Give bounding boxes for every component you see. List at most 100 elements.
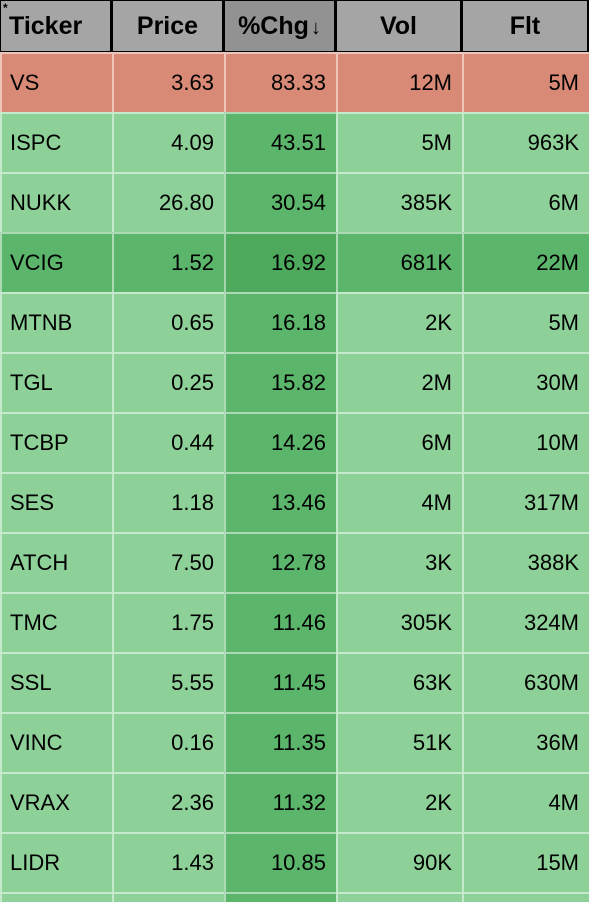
table-row[interactable]: TMC1.7511.46305K324M bbox=[0, 592, 589, 652]
chg-cell: 13.46 bbox=[224, 472, 336, 532]
header-vol[interactable]: Vol bbox=[336, 0, 462, 52]
table-row[interactable]: SES1.1813.464M317M bbox=[0, 472, 589, 532]
flt-cell: 630M bbox=[462, 652, 589, 712]
price-cell: 5.55 bbox=[112, 652, 224, 712]
header-chg-label: %Chg bbox=[238, 12, 309, 40]
table-row[interactable]: SSL5.5511.4563K630M bbox=[0, 652, 589, 712]
chg-cell: 16.18 bbox=[224, 292, 336, 352]
price-cell: 2.36 bbox=[112, 772, 224, 832]
vol-cell: 6M bbox=[336, 412, 462, 472]
table-row[interactable]: MTNB0.6516.182K5M bbox=[0, 292, 589, 352]
header-price-label: Price bbox=[137, 12, 198, 40]
ticker-cell: VRAX bbox=[0, 772, 112, 832]
price-cell: 1.18 bbox=[112, 472, 224, 532]
flt-cell: 4M bbox=[462, 772, 589, 832]
table-row[interactable]: ATCH7.5012.783K388K bbox=[0, 532, 589, 592]
chg-cell: 10.85 bbox=[224, 832, 336, 892]
price-cell: 1.52 bbox=[112, 232, 224, 292]
table-row[interactable]: VRAX2.3611.322K4M bbox=[0, 772, 589, 832]
partial-cell bbox=[112, 892, 224, 902]
table-row[interactable]: TCBP0.4414.266M10M bbox=[0, 412, 589, 472]
price-cell: 0.44 bbox=[112, 412, 224, 472]
price-cell: 7.50 bbox=[112, 532, 224, 592]
price-cell: 0.65 bbox=[112, 292, 224, 352]
price-cell: 4.09 bbox=[112, 112, 224, 172]
table-row[interactable]: VCIG1.5216.92681K22M bbox=[0, 232, 589, 292]
sort-down-icon: ↓ bbox=[311, 17, 321, 39]
table-row[interactable]: VINC0.1611.3551K36M bbox=[0, 712, 589, 772]
table-header-row: * Ticker Price %Chg↓ Vol Flt bbox=[0, 0, 589, 52]
chg-cell: 16.92 bbox=[224, 232, 336, 292]
ticker-cell: VS bbox=[0, 52, 112, 112]
vol-cell: 681K bbox=[336, 232, 462, 292]
header-vol-label: Vol bbox=[380, 12, 417, 40]
chg-cell: 11.46 bbox=[224, 592, 336, 652]
ticker-cell: TGL bbox=[0, 352, 112, 412]
table-row[interactable]: LIDR1.4310.8590K15M bbox=[0, 832, 589, 892]
header-flt[interactable]: Flt bbox=[462, 0, 589, 52]
table-body: VS3.6383.3312M5MISPC4.0943.515M963KNUKK2… bbox=[0, 52, 589, 902]
ticker-cell: SES bbox=[0, 472, 112, 532]
table-row[interactable]: ISPC4.0943.515M963K bbox=[0, 112, 589, 172]
chg-cell: 12.78 bbox=[224, 532, 336, 592]
chg-cell: 11.45 bbox=[224, 652, 336, 712]
price-cell: 1.43 bbox=[112, 832, 224, 892]
vol-cell: 2K bbox=[336, 772, 462, 832]
table-row[interactable]: NUKK26.8030.54385K6M bbox=[0, 172, 589, 232]
price-cell: 1.75 bbox=[112, 592, 224, 652]
table-row[interactable] bbox=[0, 892, 589, 902]
chg-cell: 15.82 bbox=[224, 352, 336, 412]
chg-cell: 83.33 bbox=[224, 52, 336, 112]
flt-cell: 15M bbox=[462, 832, 589, 892]
table-row[interactable]: VS3.6383.3312M5M bbox=[0, 52, 589, 112]
chg-cell: 11.35 bbox=[224, 712, 336, 772]
ticker-cell: MTNB bbox=[0, 292, 112, 352]
flt-cell: 6M bbox=[462, 172, 589, 232]
vol-cell: 2K bbox=[336, 292, 462, 352]
partial-cell bbox=[224, 892, 336, 902]
flt-cell: 5M bbox=[462, 52, 589, 112]
chg-cell: 11.32 bbox=[224, 772, 336, 832]
vol-cell: 5M bbox=[336, 112, 462, 172]
header-price[interactable]: Price bbox=[112, 0, 224, 52]
ticker-cell: VINC bbox=[0, 712, 112, 772]
flt-cell: 22M bbox=[462, 232, 589, 292]
chg-cell: 14.26 bbox=[224, 412, 336, 472]
filter-asterisk-icon: * bbox=[3, 1, 8, 15]
chg-cell: 30.54 bbox=[224, 172, 336, 232]
vol-cell: 90K bbox=[336, 832, 462, 892]
vol-cell: 2M bbox=[336, 352, 462, 412]
vol-cell: 51K bbox=[336, 712, 462, 772]
ticker-cell: LIDR bbox=[0, 832, 112, 892]
flt-cell: 30M bbox=[462, 352, 589, 412]
stock-table: * Ticker Price %Chg↓ Vol Flt VS3.6383.33… bbox=[0, 0, 589, 902]
ticker-cell: VCIG bbox=[0, 232, 112, 292]
price-cell: 0.16 bbox=[112, 712, 224, 772]
ticker-cell: ISPC bbox=[0, 112, 112, 172]
price-cell: 3.63 bbox=[112, 52, 224, 112]
ticker-cell: NUKK bbox=[0, 172, 112, 232]
flt-cell: 324M bbox=[462, 592, 589, 652]
table-row[interactable]: TGL0.2515.822M30M bbox=[0, 352, 589, 412]
partial-cell bbox=[0, 892, 112, 902]
price-cell: 0.25 bbox=[112, 352, 224, 412]
ticker-cell: TCBP bbox=[0, 412, 112, 472]
flt-cell: 5M bbox=[462, 292, 589, 352]
flt-cell: 963K bbox=[462, 112, 589, 172]
ticker-cell: ATCH bbox=[0, 532, 112, 592]
header-flt-label: Flt bbox=[510, 12, 541, 40]
header-chg[interactable]: %Chg↓ bbox=[224, 0, 336, 52]
ticker-cell: TMC bbox=[0, 592, 112, 652]
header-ticker[interactable]: * Ticker bbox=[0, 0, 112, 52]
flt-cell: 317M bbox=[462, 472, 589, 532]
ticker-cell: SSL bbox=[0, 652, 112, 712]
flt-cell: 10M bbox=[462, 412, 589, 472]
vol-cell: 305K bbox=[336, 592, 462, 652]
vol-cell: 12M bbox=[336, 52, 462, 112]
header-ticker-label: Ticker bbox=[9, 12, 82, 40]
vol-cell: 385K bbox=[336, 172, 462, 232]
flt-cell: 388K bbox=[462, 532, 589, 592]
vol-cell: 3K bbox=[336, 532, 462, 592]
chg-cell: 43.51 bbox=[224, 112, 336, 172]
price-cell: 26.80 bbox=[112, 172, 224, 232]
